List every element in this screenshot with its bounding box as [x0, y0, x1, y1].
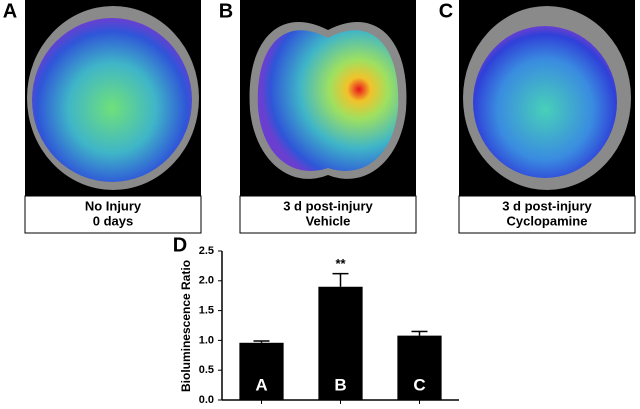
caption-box — [239, 195, 417, 234]
bar — [239, 342, 284, 400]
panel-label: B — [219, 0, 233, 22]
y-tick-label: 1.5 — [199, 305, 214, 317]
bar-label: B — [334, 375, 346, 394]
caption: 3 d post-injury — [283, 198, 373, 213]
signal — [473, 26, 617, 178]
caption: Vehicle — [306, 213, 351, 228]
bar — [318, 286, 363, 400]
bar-label: C — [413, 375, 425, 394]
y-axis-label: Bioluminescence Ratio — [179, 260, 193, 392]
caption: Cyclopamine — [507, 213, 588, 228]
panel-label: C — [439, 0, 453, 22]
caption: No Injury — [85, 198, 142, 213]
caption-box — [458, 195, 636, 234]
caption: 3 d post-injury — [502, 198, 592, 213]
signal — [257, 30, 399, 171]
panel-label: A — [3, 0, 17, 22]
y-tick-label: 0.0 — [199, 394, 214, 404]
caption: 0 days — [93, 213, 133, 228]
y-tick-label: 2.5 — [199, 245, 214, 257]
y-tick-label: 0.5 — [199, 364, 214, 376]
bar-label: A — [255, 375, 267, 394]
y-tick-label: 2.0 — [199, 275, 214, 287]
y-tick-label: 1.0 — [199, 334, 214, 346]
caption-box — [24, 195, 202, 234]
panel-label: D — [173, 234, 187, 256]
significance: ** — [335, 256, 346, 271]
bar — [397, 335, 442, 400]
signal — [32, 18, 192, 182]
